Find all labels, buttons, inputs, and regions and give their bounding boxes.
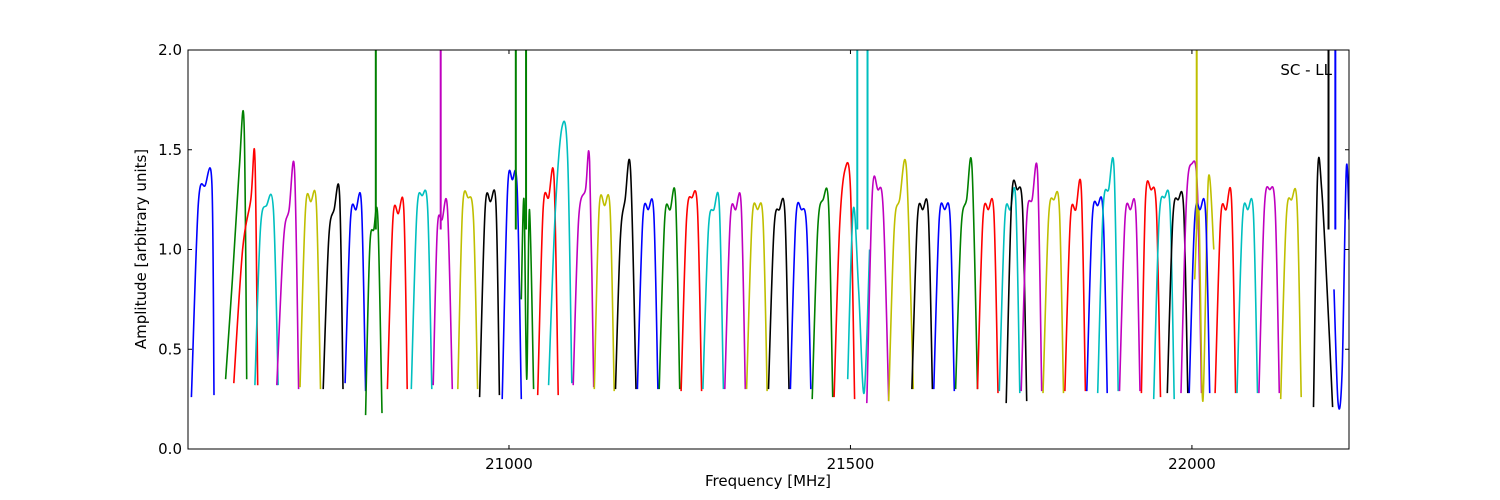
series-line-46 <box>1118 197 1141 392</box>
series-line-41 <box>1020 162 1043 392</box>
series-line-53 <box>1214 187 1237 394</box>
series-line-28 <box>767 197 790 390</box>
series-line-49 <box>1166 191 1189 394</box>
series-line-21 <box>614 158 637 390</box>
x-axis-label: Frequency [MHz] <box>705 472 831 490</box>
y-tick-label: 0.0 <box>158 440 182 458</box>
series-line-27 <box>745 202 768 392</box>
series-line-34 <box>887 158 915 402</box>
series-line-15 <box>501 169 523 400</box>
x-tick-label: 21500 <box>827 455 875 473</box>
series-line-25 <box>702 191 725 390</box>
series-line-23 <box>658 187 681 390</box>
series-line-58 <box>1333 163 1349 410</box>
series-line-57 <box>1312 156 1334 408</box>
series-line-45 <box>1096 157 1119 394</box>
series-line-9 <box>364 206 383 416</box>
series-line-20 <box>593 193 615 392</box>
series-line-43 <box>1064 178 1087 392</box>
series-line-44 <box>1086 196 1108 394</box>
plot-layer <box>190 50 1349 416</box>
chart-annotation: SC - LL <box>1280 61 1332 79</box>
series-line-16 <box>520 197 535 390</box>
series-line-24 <box>680 190 703 392</box>
series-line-13 <box>457 190 479 390</box>
series-line-36 <box>933 202 956 392</box>
y-axis-label: Amplitude [arbitrary units] <box>132 149 150 349</box>
series-line-31 <box>833 162 856 400</box>
series-line-22 <box>636 198 659 390</box>
series-line-4 <box>254 193 279 386</box>
y-tick-label: 1.5 <box>158 141 182 159</box>
series-line-38 <box>976 197 999 394</box>
series-line-39 <box>998 187 1021 394</box>
series-line-54 <box>1236 197 1259 394</box>
series-line-14 <box>478 189 501 398</box>
series-line-11 <box>410 189 433 390</box>
series-line-17 <box>536 167 559 396</box>
series-line-26 <box>724 192 747 390</box>
series-line-33 <box>866 175 890 404</box>
axes-layer: 21000 21500 22000 0.0 0.5 1.0 1.5 2.0 <box>158 41 1350 473</box>
series-line-35 <box>911 198 934 390</box>
series-line-30 <box>811 187 834 400</box>
series-line-47 <box>1140 180 1162 398</box>
series-line-52 <box>1188 197 1211 394</box>
series-line-7 <box>322 183 344 390</box>
series-line-6 <box>299 189 322 390</box>
series-line-48 <box>1152 189 1175 400</box>
series-line-3 <box>233 148 259 386</box>
series-line-42 <box>1042 191 1065 394</box>
series-line-37 <box>954 157 979 390</box>
y-tick-label: 2.0 <box>158 41 182 59</box>
y-tick-label: 1.0 <box>158 241 182 259</box>
series-line-32 <box>846 206 871 394</box>
series-line-18 <box>547 120 573 386</box>
series-line-19 <box>572 150 595 388</box>
series-line-10 <box>386 196 408 390</box>
series-line-55 <box>1258 186 1281 394</box>
series-line-12 <box>432 198 454 390</box>
series-line-1 <box>190 167 215 398</box>
y-tick-label: 0.5 <box>158 340 182 358</box>
x-tick-label: 22000 <box>1168 455 1216 473</box>
x-tick-label: 21000 <box>485 455 533 473</box>
series-line-50 <box>1180 160 1203 394</box>
series-line-2 <box>224 110 248 380</box>
series-line-56 <box>1279 187 1302 400</box>
series-line-8 <box>344 191 367 392</box>
series-line-29 <box>789 201 812 390</box>
series-line-5 <box>276 160 300 390</box>
